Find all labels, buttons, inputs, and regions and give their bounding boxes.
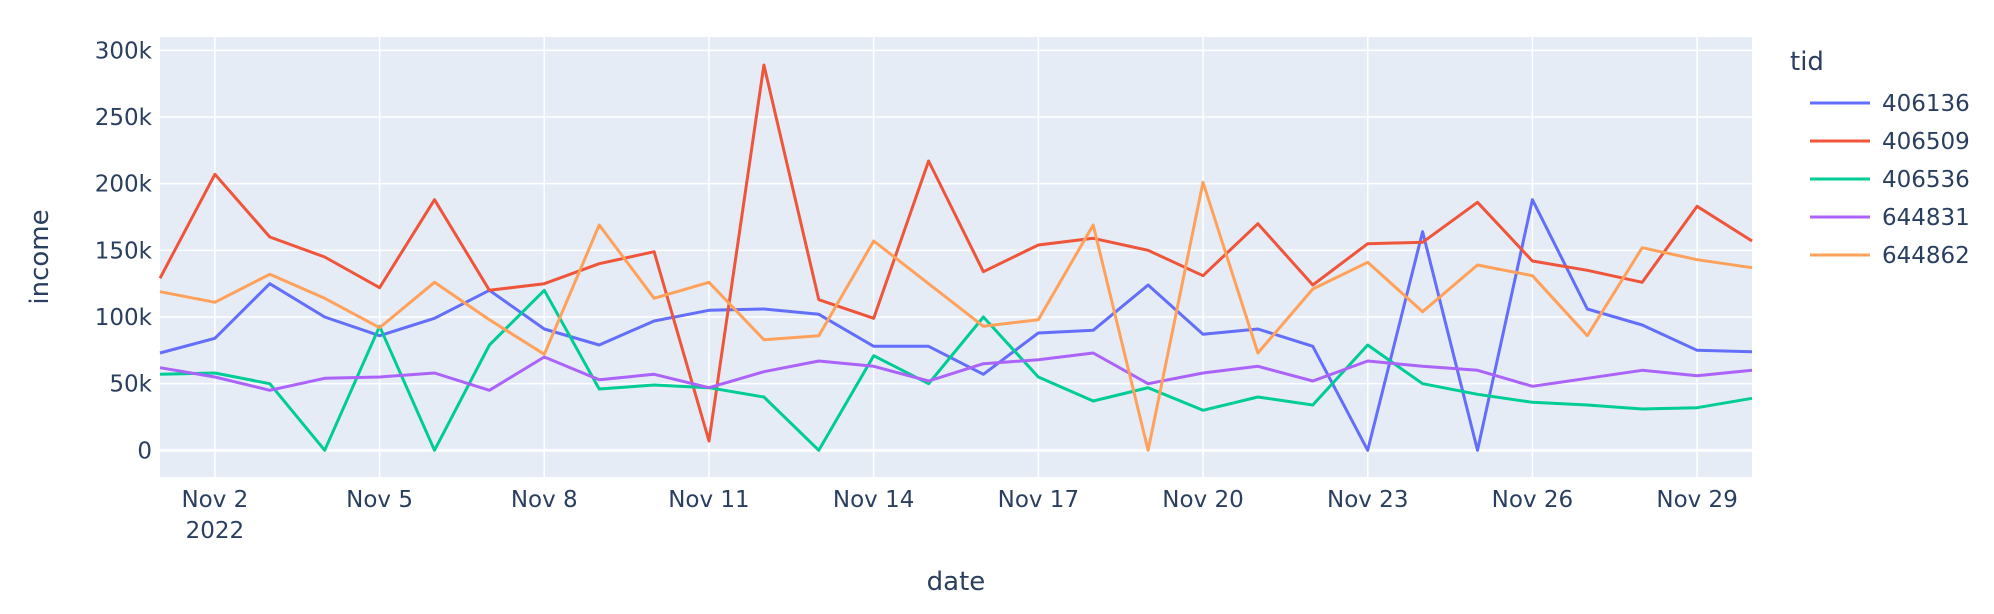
y-axis-ticks: 0 50k 100k 150k 200k 250k 300k	[95, 38, 153, 464]
series-lines	[158, 63, 1753, 452]
legend[interactable]: tid 406136 406509 406536 644831 644862	[1790, 47, 1970, 269]
x-axis-ticks: Nov 2 2022 Nov 5 Nov 8 Nov 11 Nov 14 Nov 17 Nov…	[181, 487, 1737, 544]
x-axis-title: date	[927, 567, 986, 597]
x-tick-label: Nov 14	[833, 487, 914, 513]
legend-item-label[interactable]: 644862	[1882, 243, 1970, 269]
x-tick-label: Nov 8	[511, 487, 578, 513]
x-tick-label: Nov 17	[998, 487, 1079, 513]
y-tick-label: 150k	[95, 238, 153, 264]
series-line-406536	[159, 288, 1753, 452]
y-tick-label: 50k	[109, 372, 152, 398]
series-line-644862	[159, 180, 1753, 452]
x-tick-label: Nov 2	[181, 487, 248, 513]
series-line-406136	[159, 198, 1753, 452]
series-line-644831	[159, 351, 1753, 392]
legend-item-label[interactable]: 406509	[1882, 129, 1970, 155]
y-tick-label: 300k	[95, 38, 153, 64]
grid-lines	[160, 37, 1752, 477]
y-tick-label: 250k	[95, 105, 153, 131]
y-tick-label: 100k	[95, 305, 153, 331]
series-line-406509	[158, 63, 1753, 443]
y-axis-title: income	[25, 209, 55, 304]
legend-item-label[interactable]: 644831	[1882, 205, 1970, 231]
x-tick-label: Nov 20	[1162, 487, 1243, 513]
x-tick-label: Nov 26	[1492, 487, 1573, 513]
y-tick-label: 0	[137, 438, 152, 464]
y-tick-label: 200k	[95, 172, 153, 198]
x-tick-label: Nov 11	[668, 487, 749, 513]
x-tick-label: Nov 5	[346, 487, 413, 513]
legend-item-label[interactable]: 406536	[1882, 167, 1970, 193]
legend-item-label[interactable]: 406136	[1882, 91, 1970, 117]
x-tick-sublabel: 2022	[186, 518, 245, 544]
legend-title: tid	[1790, 47, 1824, 77]
x-tick-label: Nov 23	[1327, 487, 1408, 513]
x-tick-label: Nov 29	[1656, 487, 1737, 513]
